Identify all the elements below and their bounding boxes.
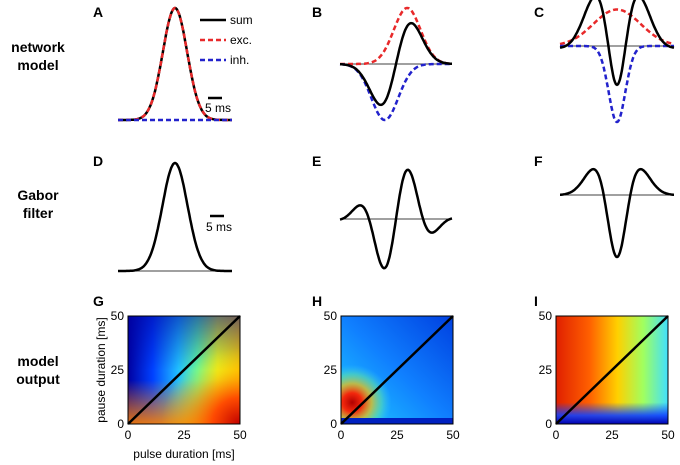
legend: sum exc. inh. <box>200 13 253 67</box>
heatmap-g-diagonal <box>127 315 241 425</box>
heatmap-i-diagonal <box>555 315 669 425</box>
row-label-model-output: model output <box>0 352 76 388</box>
x-tick-h-50: 50 <box>446 428 460 442</box>
y-tick-h-0: 0 <box>330 417 337 431</box>
curve-b-inh <box>339 62 452 122</box>
curve-c-sum <box>559 0 675 87</box>
legend-label-exc: exc. <box>230 33 252 47</box>
panel-letter-i: I <box>534 293 538 309</box>
row-label-line: model <box>17 353 59 369</box>
row-label-line: Gabor <box>17 187 59 203</box>
y-tick-h-25: 25 <box>324 363 338 377</box>
row-label-line: network <box>11 39 65 55</box>
y-axis-label: pause duration [ms] <box>94 317 108 422</box>
panel-letter-b: B <box>312 4 323 20</box>
panel-letter-c: C <box>534 4 545 20</box>
x-tick-g-0: 0 <box>125 428 132 442</box>
panel-d-gabor-curve <box>118 161 232 273</box>
panel-b-network-curves <box>339 6 453 122</box>
scale-bar-middle-label: 5 ms <box>206 220 232 234</box>
heatmap-h-bottom-band <box>341 418 453 424</box>
row-label-line: model <box>17 57 59 73</box>
x-tick-i-0: 0 <box>553 428 560 442</box>
row-label-line: output <box>16 371 60 387</box>
panel-letter-a: A <box>93 4 104 20</box>
panel-letter-h: H <box>312 293 323 309</box>
y-tick-i-25: 25 <box>539 363 553 377</box>
panel-i-heatmap <box>555 315 669 425</box>
curve-d-gabor <box>118 161 232 273</box>
curve-e-gabor <box>339 168 453 270</box>
x-tick-g-50: 50 <box>233 428 247 442</box>
legend-label-inh: inh. <box>230 53 249 67</box>
curve-c-exc <box>559 8 675 46</box>
heatmap-i-frame <box>555 315 669 425</box>
row-label-gabor-filter: Gabor filter <box>0 186 76 222</box>
curve-c-inh <box>560 44 674 124</box>
legend-label-sum: sum <box>230 13 253 27</box>
x-axis-label: pulse duration [ms] <box>133 447 234 461</box>
curve-f-gabor <box>560 167 674 259</box>
panel-letter-g: G <box>93 293 104 309</box>
heatmap-g-frame <box>127 315 241 425</box>
x-tick-g-25: 25 <box>177 428 191 442</box>
panel-letter-d: D <box>93 153 104 169</box>
y-tick-g-50: 50 <box>111 309 125 323</box>
panel-f-gabor-curve <box>560 167 674 259</box>
panel-a-network-curves <box>118 6 232 122</box>
curve-b-exc <box>340 6 453 66</box>
panel-h-heatmap <box>340 315 454 425</box>
curve-b-sum <box>340 21 452 107</box>
x-tick-h-25: 25 <box>390 428 404 442</box>
x-tick-i-50: 50 <box>661 428 675 442</box>
panel-c-network-curves <box>559 0 675 124</box>
x-tick-i-25: 25 <box>605 428 619 442</box>
y-tick-i-0: 0 <box>545 417 552 431</box>
panel-e-gabor-curve <box>339 168 453 270</box>
row-label-line: filter <box>22 205 54 221</box>
panel-letter-e: E <box>312 153 322 169</box>
y-tick-h-50: 50 <box>324 309 338 323</box>
panel-letter-f: F <box>534 153 543 169</box>
x-tick-h-0: 0 <box>338 428 345 442</box>
heatmap-h-frame <box>340 315 454 425</box>
panel-g-heatmap <box>127 315 241 425</box>
row-label-network-model: network model <box>0 38 76 74</box>
y-tick-i-50: 50 <box>539 309 553 323</box>
scale-bar-top-label: 5 ms <box>205 101 231 115</box>
y-tick-g-0: 0 <box>117 417 124 431</box>
y-tick-g-25: 25 <box>111 363 125 377</box>
heatmap-h-diagonal <box>340 315 454 425</box>
